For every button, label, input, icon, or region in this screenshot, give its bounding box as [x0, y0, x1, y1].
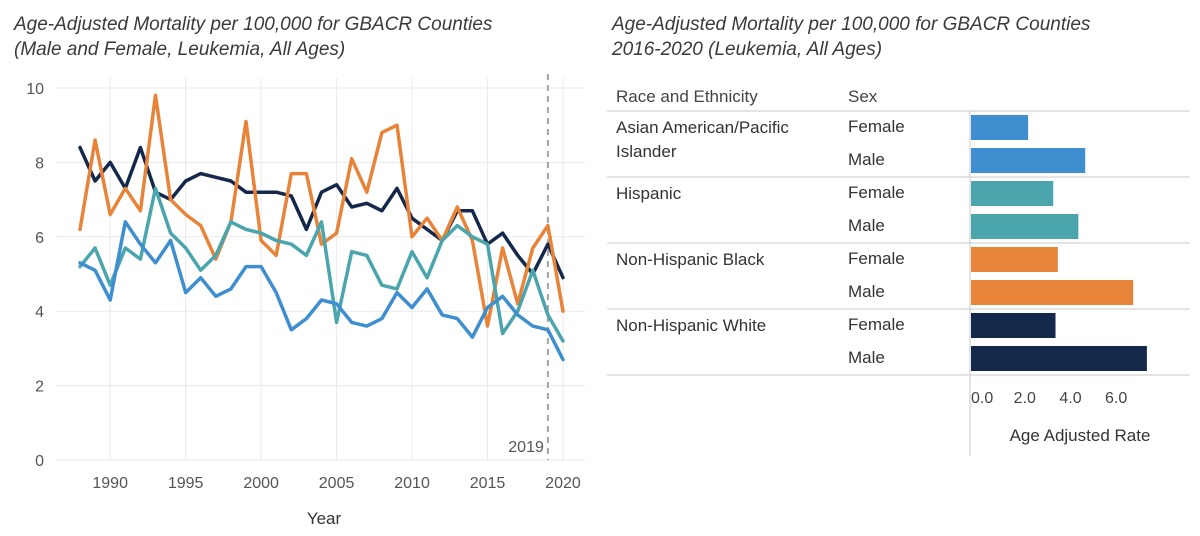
column-header-sex: Sex [848, 87, 878, 106]
group-label: Non-Hispanic Black [616, 250, 765, 269]
bar [971, 280, 1134, 305]
y-tick-label: 10 [26, 81, 44, 98]
bar [971, 313, 1056, 338]
bar [971, 148, 1086, 173]
line-chart-title-line1: Age-Adjusted Mortality per 100,000 for G… [14, 14, 493, 35]
sex-label: Male [848, 216, 885, 235]
y-tick-label: 4 [35, 304, 44, 321]
sex-label: Female [848, 117, 905, 136]
sex-label: Female [848, 183, 905, 202]
series-line-blue [78, 220, 565, 362]
bar-axis-tick-label: 2.0 [1014, 390, 1036, 407]
bar-chart-title-line2: 2016-2020 (Leukemia, All Ages) [612, 39, 883, 60]
bar [971, 346, 1147, 371]
x-tick-label: 2020 [545, 475, 581, 492]
bar-chart-title: Age-Adjusted Mortality per 100,000 for G… [612, 12, 1090, 62]
bar [971, 247, 1058, 272]
column-header-race: Race and Ethnicity [616, 87, 758, 106]
line-chart-title-line2: (Male and Female, Leukemia, All Ages) [14, 39, 346, 60]
sex-label: Male [848, 348, 885, 367]
bar [971, 181, 1054, 206]
group-label: Islander [616, 142, 677, 161]
y-tick-label: 8 [35, 155, 44, 172]
y-tick-label: 6 [35, 230, 44, 247]
bar-axis-tick-label: 0.0 [971, 390, 993, 407]
x-tick-label: 2005 [319, 475, 355, 492]
sex-label: Female [848, 249, 905, 268]
sex-label: Male [848, 282, 885, 301]
x-tick-label: 2000 [243, 475, 279, 492]
series-line-navy [78, 145, 565, 280]
bar [971, 115, 1029, 140]
bar-axis-label: Age Adjusted Rate [1010, 426, 1151, 445]
x-axis-label: Year [307, 509, 342, 528]
y-tick-label: 2 [35, 379, 44, 396]
series-line-teal [78, 186, 565, 343]
x-tick-label: 2010 [394, 475, 430, 492]
y-tick-label: 0 [35, 453, 44, 470]
sex-label: Female [848, 315, 905, 334]
line-chart[interactable]: 0 2 4 6 8 10 1990 1995 2000 2005 2010 2015 2020 Year 2… [0, 0, 600, 536]
bar-axis-tick-label: 6.0 [1105, 390, 1127, 407]
reference-line-label: 2019 [508, 439, 544, 456]
bar-axis-tick-label: 4.0 [1059, 390, 1081, 407]
group-label: Hispanic [616, 184, 682, 203]
x-tick-label: 1990 [92, 475, 128, 492]
bar-chart-title-line1: Age-Adjusted Mortality per 100,000 for G… [612, 14, 1091, 35]
group-label: Asian American/Pacific [616, 118, 789, 137]
group-label: Non-Hispanic White [616, 316, 766, 335]
bar [971, 214, 1079, 239]
series-line-orange [78, 93, 565, 328]
x-tick-label: 1995 [168, 475, 204, 492]
x-tick-label: 2015 [470, 475, 506, 492]
sex-label: Male [848, 150, 885, 169]
line-chart-title: Age-Adjusted Mortality per 100,000 for G… [14, 12, 492, 62]
